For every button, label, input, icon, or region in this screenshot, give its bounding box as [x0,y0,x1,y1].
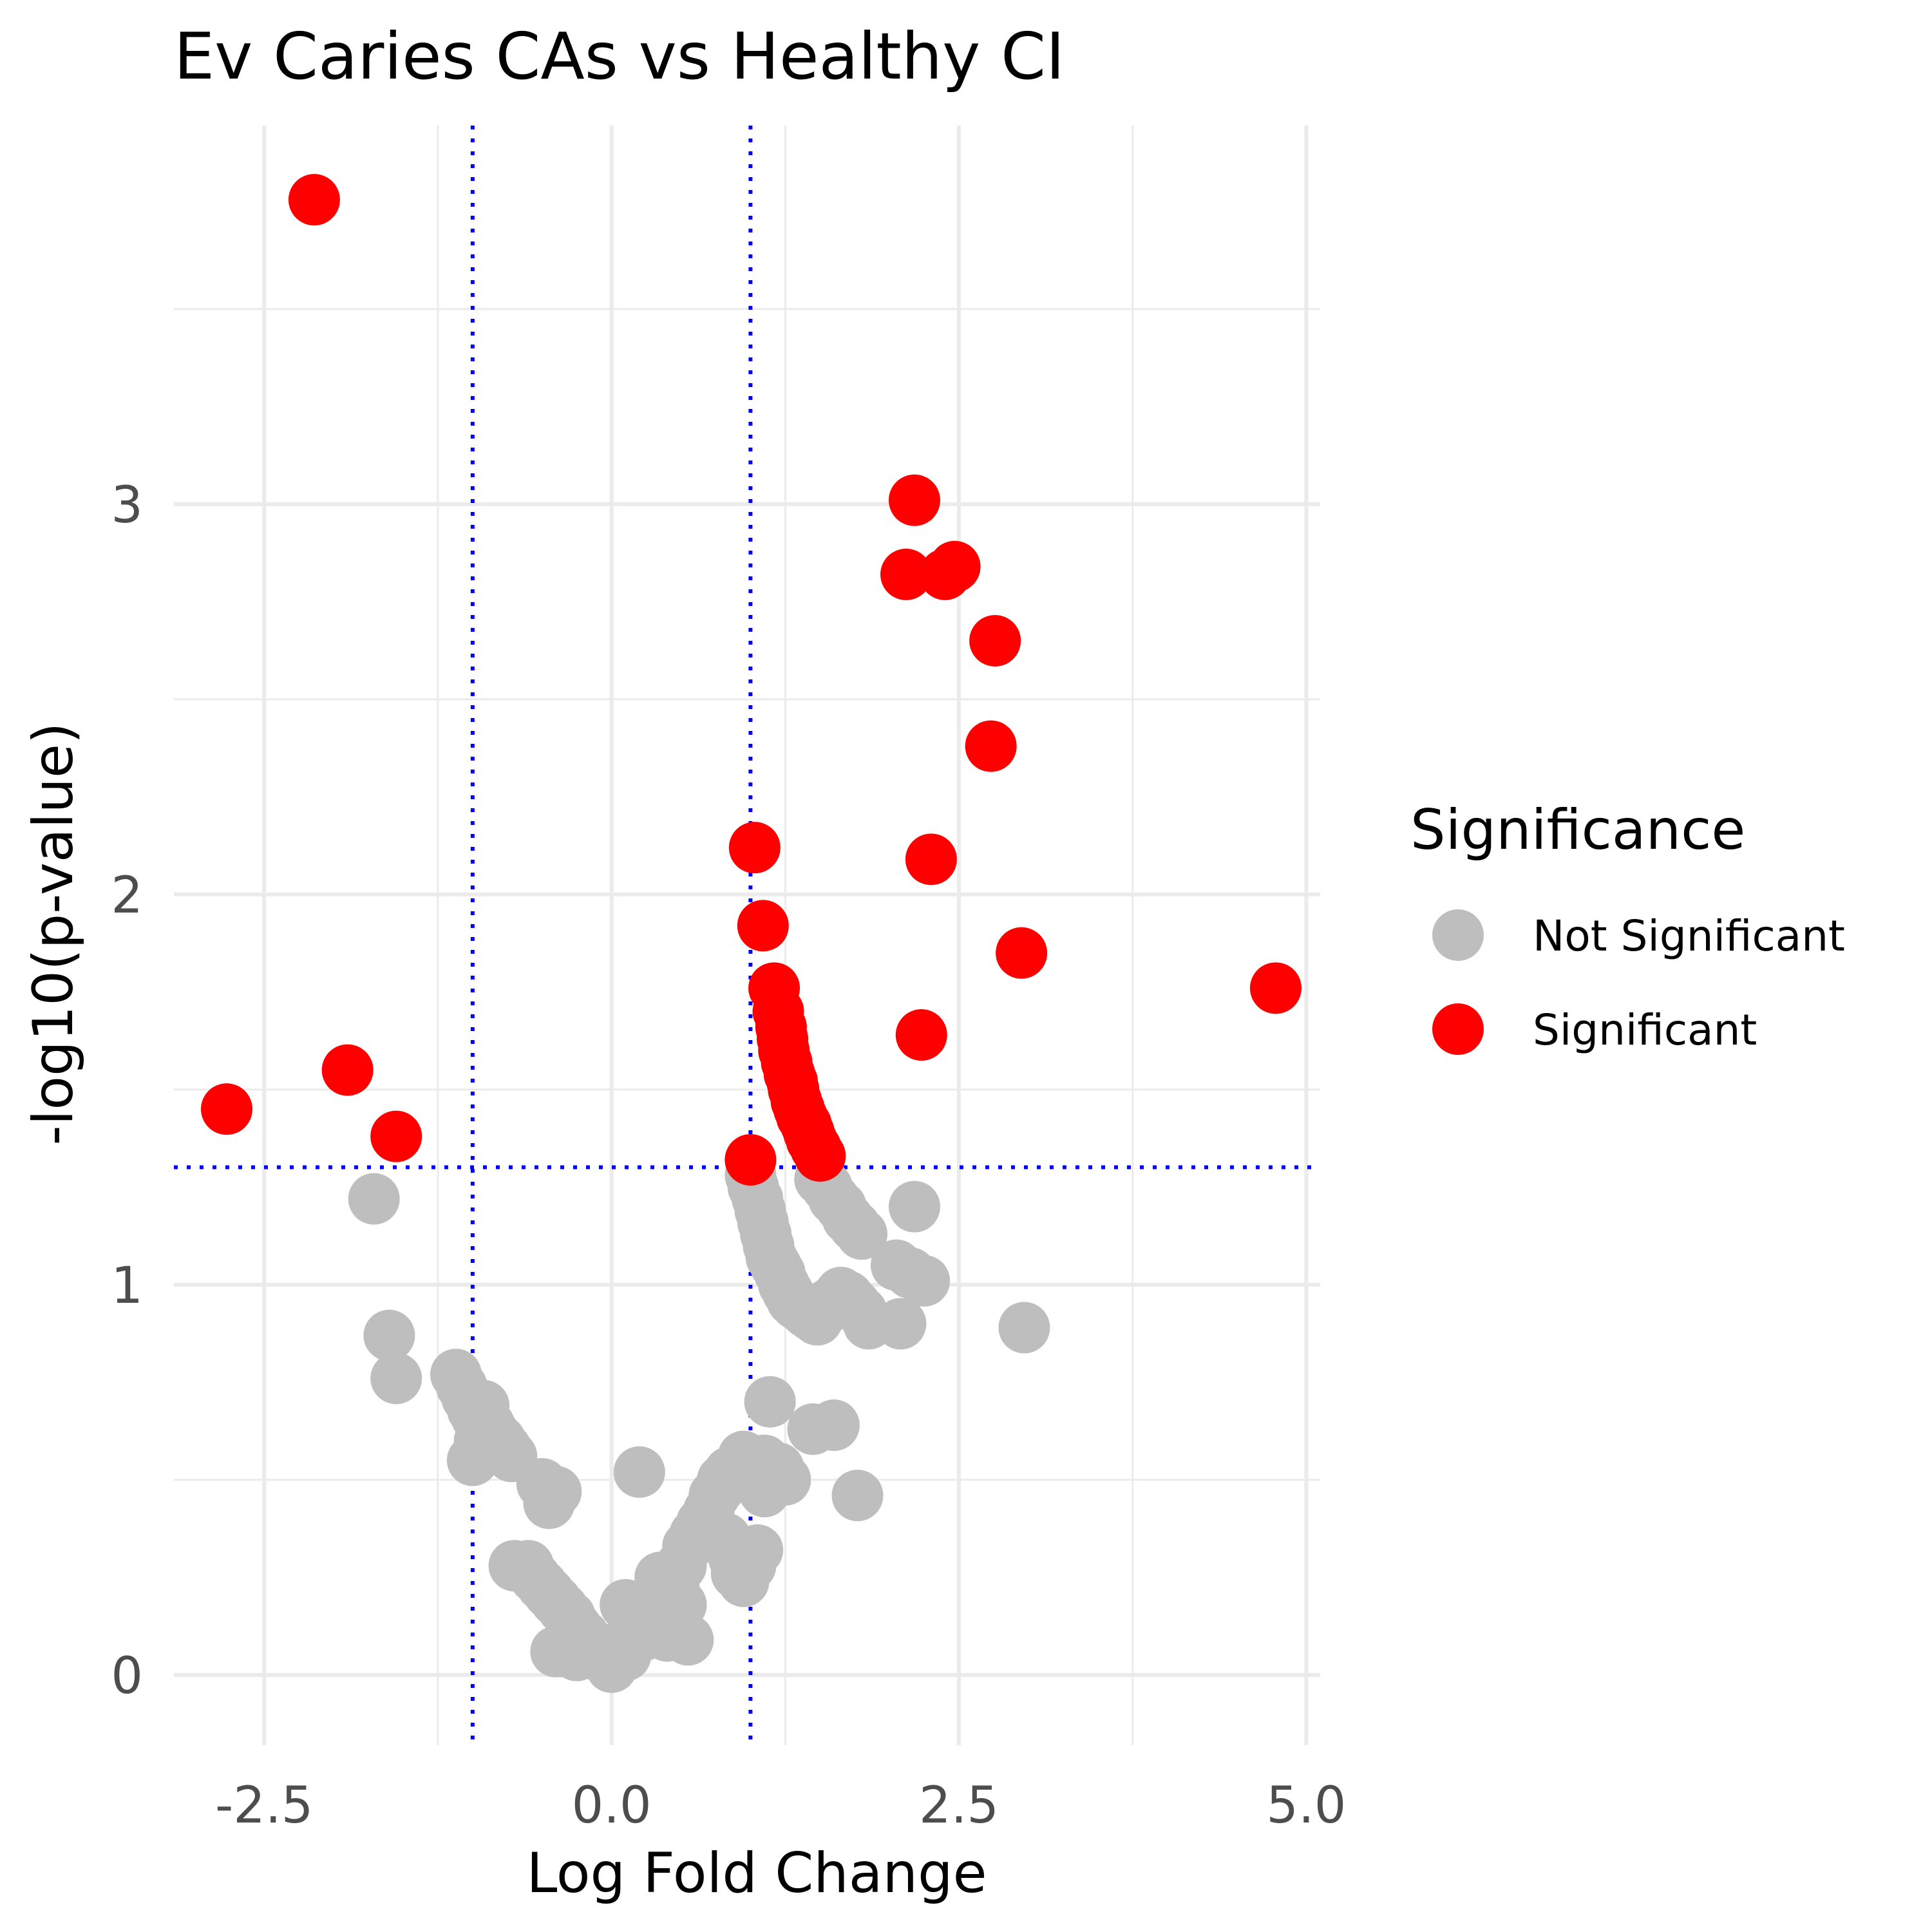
point-not-significant [613,1446,665,1498]
point-not-significant [370,1352,422,1405]
point-significant [728,822,781,874]
y-axis-tick-labels: 0 1 2 3 [111,477,143,1705]
legend-label-significant: Significant [1533,1005,1757,1055]
point-significant [200,1083,252,1135]
point-significant [724,1133,777,1186]
y-tick-label: 1 [111,1257,143,1315]
point-not-significant [348,1173,400,1225]
point-not-significant [732,1524,784,1576]
x-tick-label: 0.0 [572,1777,652,1835]
point-significant [929,540,981,592]
x-axis-tick-labels: -2.5 0.0 2.5 5.0 [215,1777,1346,1835]
legend-key-not-significant [1432,909,1484,961]
data-points [200,174,1302,1693]
point-not-significant [808,1399,860,1452]
point-significant [370,1110,422,1162]
legend: Significance Not Significant Significant [1410,798,1845,1055]
point-significant [288,174,340,226]
y-tick-label: 0 [111,1647,143,1705]
legend-label-not-significant: Not Significant [1533,911,1845,961]
legend-key-significant [1432,1003,1484,1055]
point-significant [1249,962,1302,1014]
point-significant [895,1009,947,1061]
point-not-significant [446,1434,498,1486]
point-significant [969,614,1021,667]
x-tick-label: -2.5 [215,1777,313,1835]
y-tick-label: 3 [111,477,143,535]
point-significant [794,1130,846,1182]
point-not-significant [998,1302,1050,1354]
x-axis-title: Log Fold Change [526,1841,987,1906]
minor-gridlines [174,126,1320,1745]
point-not-significant [530,1466,582,1518]
point-significant [965,720,1017,772]
major-gridlines [174,126,1320,1745]
point-not-significant [551,1629,603,1681]
x-tick-label: 2.5 [919,1777,999,1835]
point-significant [321,1044,374,1096]
point-not-significant [875,1298,927,1350]
point-significant [737,900,789,952]
point-not-significant [836,1208,887,1260]
point-not-significant [738,1466,790,1518]
point-not-significant [898,1255,951,1307]
point-significant [905,833,957,886]
y-tick-label: 2 [111,867,143,925]
significance-threshold-lines [174,126,1320,1745]
point-significant [996,927,1048,979]
point-not-significant [831,1470,884,1522]
point-not-significant [744,1376,796,1428]
point-not-significant [662,1614,714,1666]
y-axis-title: -log10(p-value) [21,723,86,1146]
point-not-significant [363,1309,415,1361]
point-significant [888,474,940,526]
chart-title: Ev Caries CAs vs Healthy CI [174,19,1065,94]
legend-title: Significance [1410,798,1745,862]
point-significant [880,548,933,600]
x-tick-label: 5.0 [1266,1777,1346,1835]
point-not-significant [888,1180,940,1233]
